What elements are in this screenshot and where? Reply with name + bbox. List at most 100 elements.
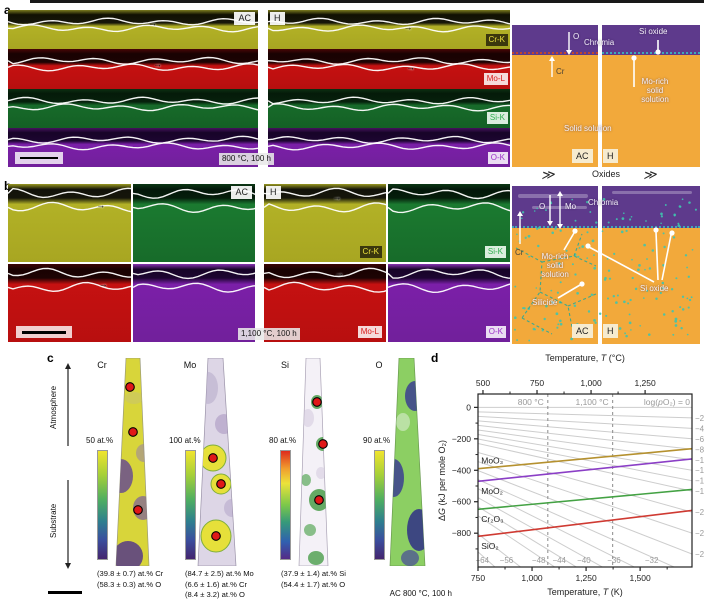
svg-text:1,250: 1,250 xyxy=(575,573,597,583)
figure-top-rule xyxy=(30,0,704,3)
panel-c-label: c xyxy=(47,351,54,365)
mo-rich-label: Mo-rich solid solution xyxy=(641,77,669,104)
substrate-label: Substrate xyxy=(49,503,58,539)
colorbar-mo xyxy=(185,450,196,560)
interface-line-ac xyxy=(512,52,598,54)
chromia-label: Chromia xyxy=(588,198,619,207)
map-a-ac-si-k xyxy=(8,88,258,128)
map-label-cr-k: Cr-K xyxy=(485,34,508,46)
composition-mo: (84.7 ± 2.5) at.% Mo (6.6 ± 1.6) at.% Cr… xyxy=(185,569,254,599)
ac-chip: AC xyxy=(572,324,593,338)
ac-h-divider xyxy=(598,25,602,168)
svg-text:−14: −14 xyxy=(695,477,704,486)
interface-arrow-icon: → xyxy=(403,22,413,33)
apt-needle-o xyxy=(389,358,426,566)
svg-text:1,100 °C: 1,100 °C xyxy=(575,397,608,407)
map-a-ac-cr-k: → xyxy=(8,10,258,50)
svg-text:−4: −4 xyxy=(695,424,704,433)
svg-text:−200: −200 xyxy=(452,434,471,444)
svg-text:1,000: 1,000 xyxy=(521,573,543,583)
schematic-b-annotations xyxy=(513,191,697,342)
column-title-o: O xyxy=(375,360,383,370)
map-a-h-cr-k: → xyxy=(268,10,510,50)
mo-rich-label: Mo-rich solid solution xyxy=(541,252,569,279)
interface-line xyxy=(512,226,700,228)
o-flux-label: O xyxy=(573,32,580,41)
map-a-h-si-k xyxy=(268,88,510,128)
ac-tag: AC xyxy=(234,12,255,25)
svg-text:1,000: 1,000 xyxy=(580,378,602,388)
colorbar-cr xyxy=(97,450,108,560)
panel-b-schematic: O Mo Chromia Cr Mo-rich solid solution S… xyxy=(512,186,700,344)
svg-text:1,250: 1,250 xyxy=(634,378,656,388)
chromia-layer xyxy=(512,25,700,55)
map-label-mo-l: Mo-L xyxy=(483,73,508,85)
map-a-h-mo-l: → xyxy=(268,49,510,89)
o-flux-label: O xyxy=(539,202,546,211)
scale-bar xyxy=(16,326,72,338)
svg-text:MoO₃: MoO₃ xyxy=(481,455,503,465)
svg-text:SiO₂: SiO₂ xyxy=(481,541,498,551)
svg-text:−2: −2 xyxy=(695,414,704,423)
svg-text:−48: −48 xyxy=(532,556,546,565)
gas-wave-icon: ≫ xyxy=(642,166,658,183)
svg-text:500: 500 xyxy=(476,378,490,388)
map-b-ac-mo-l: → xyxy=(8,264,131,342)
svg-text:−32: −32 xyxy=(645,556,659,565)
mo-flux-label: Mo xyxy=(565,202,577,211)
apt-needle-cr xyxy=(115,358,150,566)
h-tag: H xyxy=(266,186,281,199)
composition-si: (37.9 ± 1.4) at.% Si (54.4 ± 1.7) at.% O xyxy=(281,569,346,589)
svg-text:−56: −56 xyxy=(500,556,514,565)
panel-a-h-maps: → → H Cr-K Mo-L Si-K O-K xyxy=(268,10,510,167)
map-a-ac-mo-l: → xyxy=(8,49,258,89)
panel-b-ac-maps: → → AC xyxy=(8,184,255,342)
column-title-si: Si xyxy=(280,360,289,370)
condition-label: 800 °C, 100 h xyxy=(218,153,274,165)
chromia-layer xyxy=(512,186,700,228)
scale-bar-c xyxy=(48,591,82,594)
svg-text:−6: −6 xyxy=(695,435,704,444)
map-b-ac-cr-k: → xyxy=(8,184,131,262)
map-b-h-si-k: Si-K xyxy=(388,184,510,262)
interface-arrow-icon: → xyxy=(334,268,344,279)
svg-text:−12: −12 xyxy=(695,466,704,475)
ellingham-diagram: −2−4 −6−8 −10−12 −14−16 −20 −24 −28 −64 −56 −48 −4… xyxy=(437,353,704,597)
map-a-h-o-k xyxy=(268,127,510,167)
svg-text:Cr₂O₃: Cr₂O₃ xyxy=(481,514,503,524)
map-label-mo-l: Mo-L xyxy=(357,326,382,338)
scale-label-si: 80 at.% xyxy=(269,436,297,445)
interface-arrow-icon: → xyxy=(153,59,162,70)
schematic-a-annotations xyxy=(549,32,661,87)
map-label-o-k: O-K xyxy=(485,326,506,338)
svg-text:−20: −20 xyxy=(695,508,704,517)
svg-text:−800: −800 xyxy=(452,528,471,538)
panel-a-ac-maps: → → AC 800 °C, 100 h xyxy=(8,10,274,167)
map-label-o-k: O-K xyxy=(487,152,508,164)
column-title-mo: Mo xyxy=(183,360,197,370)
svg-text:800 °C: 800 °C xyxy=(518,397,544,407)
interface-arrow-icon: → xyxy=(96,200,106,211)
svg-text:−400: −400 xyxy=(452,465,471,475)
oxides-strip: ≫ Oxides ≫ xyxy=(512,166,700,185)
scale-label-o: 90 at.% xyxy=(363,436,391,445)
panel-a-schematic: O Chromia Si oxide Cr Mo-rich solid solu… xyxy=(512,25,700,168)
panel-a-label: a xyxy=(4,3,11,17)
svg-text:−16: −16 xyxy=(695,487,704,496)
svg-text:Temperature, T (°C): Temperature, T (°C) xyxy=(545,353,625,363)
h-chip: H xyxy=(603,324,618,338)
svg-text:−28: −28 xyxy=(695,550,704,559)
svg-text:log(pO₂) = 0: log(pO₂) = 0 xyxy=(644,397,690,407)
cr-flux-label: Cr xyxy=(556,67,565,76)
svg-text:−24: −24 xyxy=(695,529,704,538)
svg-text:−8: −8 xyxy=(695,445,704,454)
atmosphere-label: Atmosphere xyxy=(49,385,58,429)
atmosphere-substrate-axis xyxy=(65,363,71,569)
ac-h-divider xyxy=(598,186,602,344)
scale-label-mo: 100 at.% xyxy=(169,436,201,445)
panel-b-h-maps: → Cr-K Si-K → Mo-L O-K H xyxy=(264,184,510,342)
map-label-si-k: Si-K xyxy=(486,112,508,124)
scale-bar xyxy=(15,152,63,164)
svg-text:−600: −600 xyxy=(452,497,471,507)
